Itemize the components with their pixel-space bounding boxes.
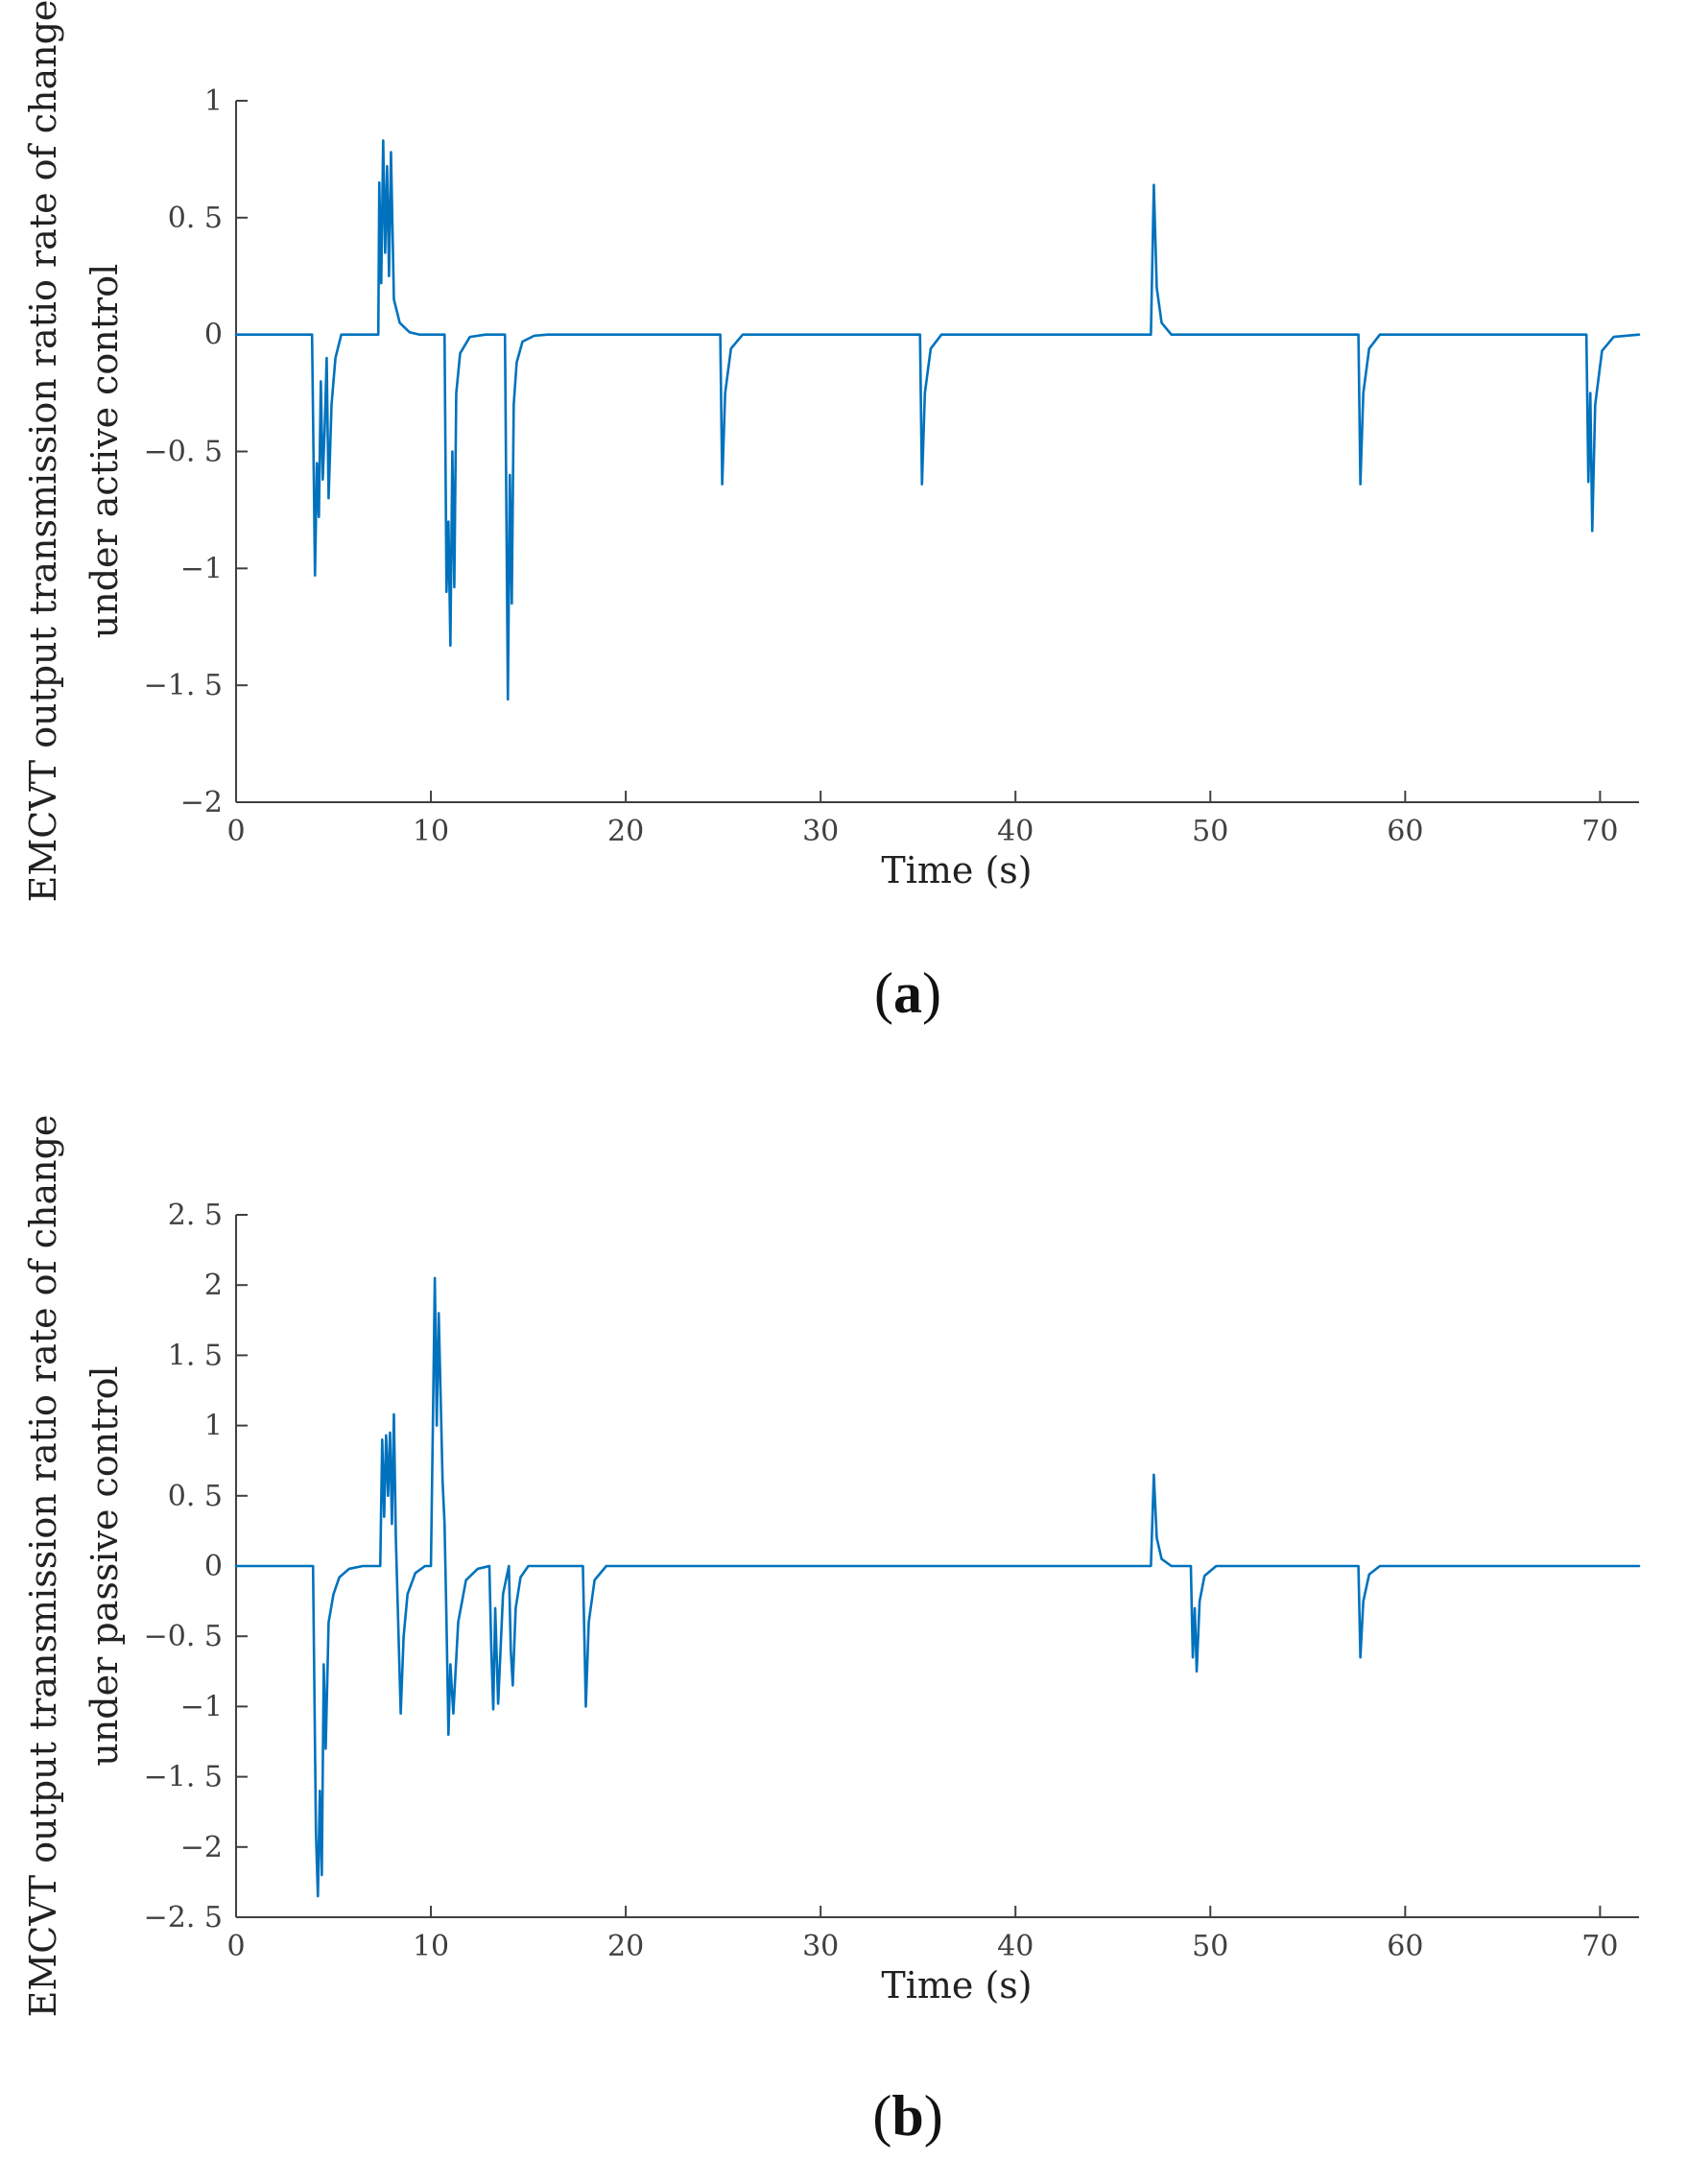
x-tick-label: 0 bbox=[226, 815, 245, 848]
y-tick-label: 1. 5 bbox=[168, 1339, 223, 1372]
y-tick-label: 2. 5 bbox=[168, 1199, 223, 1232]
x-tick-label: 20 bbox=[607, 815, 644, 848]
y-tick-label: 0. 5 bbox=[168, 202, 223, 235]
panel-label: (b) bbox=[872, 2084, 942, 2148]
y-tick-label: −0. 5 bbox=[144, 1620, 223, 1653]
y-tick-label: −2 bbox=[180, 786, 223, 819]
y-axis-label-line-1: EMCVT output transmission ratio rate of … bbox=[22, 0, 64, 902]
x-tick-label: 70 bbox=[1581, 815, 1618, 848]
y-tick-label: 0. 5 bbox=[168, 1480, 223, 1513]
panel-label: (a) bbox=[874, 961, 941, 1025]
y-tick-label: −1. 5 bbox=[144, 1761, 223, 1794]
x-tick-label: 0 bbox=[226, 1930, 245, 1963]
y-tick-label: 2 bbox=[204, 1269, 223, 1302]
y-tick-label: 1 bbox=[204, 1410, 223, 1443]
x-tick-label: 30 bbox=[802, 1930, 839, 1963]
x-tick-label: 30 bbox=[802, 815, 839, 848]
y-tick-label: −1 bbox=[180, 1690, 223, 1723]
x-tick-label: 50 bbox=[1192, 1930, 1228, 1963]
y-tick-label: 0 bbox=[204, 319, 223, 352]
y-tick-label: 1 bbox=[204, 84, 223, 118]
x-tick-label: 10 bbox=[413, 1930, 449, 1963]
x-tick-label: 50 bbox=[1192, 815, 1228, 848]
x-axis-label: Time (s) bbox=[881, 1964, 1032, 2006]
x-tick-label: 60 bbox=[1387, 1930, 1423, 1963]
x-tick-label: 70 bbox=[1581, 1930, 1618, 1963]
x-tick-label: 10 bbox=[413, 815, 449, 848]
x-tick-label: 60 bbox=[1387, 815, 1423, 848]
chart-panel-a: 10. 50−0. 5−1−1. 5−20 10 20 30 40 50 60 70Time … bbox=[22, 0, 1641, 1025]
y-axis-label-line-2: under active control bbox=[83, 264, 126, 639]
x-tick-label: 40 bbox=[997, 815, 1034, 848]
y-tick-label: −1. 5 bbox=[144, 669, 223, 702]
y-tick-label: −0. 5 bbox=[144, 436, 223, 469]
x-tick-label: 20 bbox=[607, 1930, 644, 1963]
y-axis-label-line-1: EMCVT output transmission ratio rate of … bbox=[22, 1115, 64, 2018]
y-tick-label: −2. 5 bbox=[144, 1901, 223, 1935]
series-line bbox=[234, 1276, 1641, 1898]
y-axis-label-line-2: under passive control bbox=[83, 1365, 126, 1766]
x-axis-label: Time (s) bbox=[881, 849, 1032, 891]
y-tick-label: 0 bbox=[204, 1550, 223, 1583]
series-line bbox=[234, 139, 1641, 701]
chart-panel-b: 2. 521. 510. 50−0. 5−1−1. 5−2−2. 50 10 20 3… bbox=[22, 1115, 1641, 2148]
y-tick-label: −2 bbox=[180, 1831, 223, 1864]
x-tick-label: 40 bbox=[997, 1930, 1034, 1963]
y-tick-label: −1 bbox=[180, 552, 223, 585]
